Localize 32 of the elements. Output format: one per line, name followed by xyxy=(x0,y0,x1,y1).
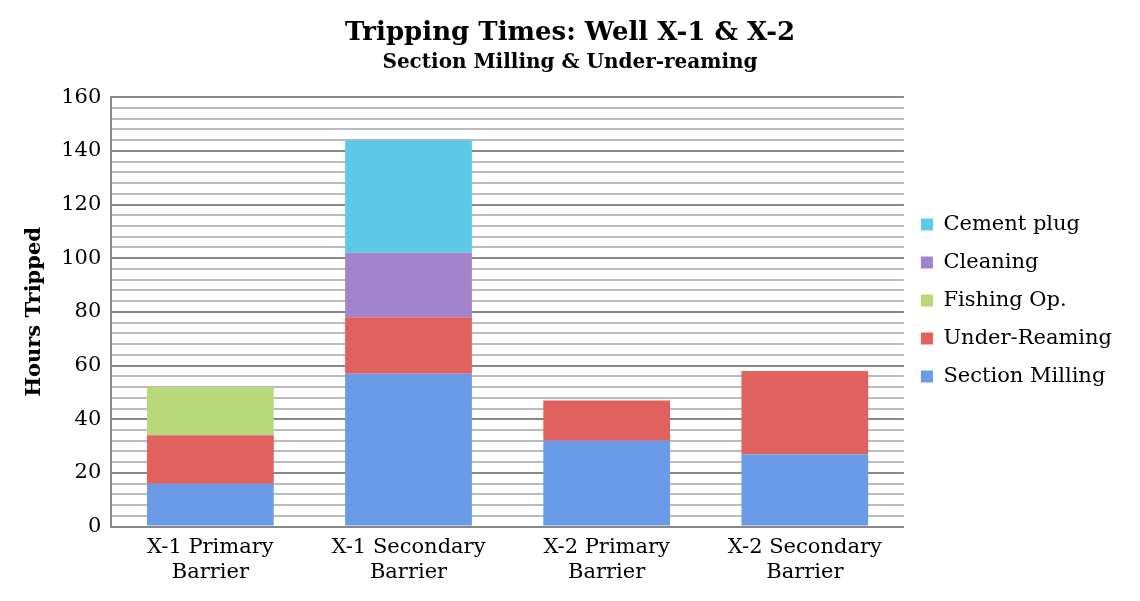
bar xyxy=(345,140,472,253)
y-tick-label: 60 xyxy=(74,352,102,377)
legend-label: Fishing Op. xyxy=(943,286,1067,311)
y-tick-label: 160 xyxy=(61,83,102,108)
bar xyxy=(345,252,472,318)
x-tick-label: X-1 Secondary Barrier xyxy=(331,533,486,583)
legend-label: Cleaning xyxy=(943,248,1039,273)
x-tick-label: X-1 Primary Barrier xyxy=(147,533,274,583)
bar xyxy=(345,373,472,526)
bar xyxy=(543,440,671,526)
y-tick-label: 140 xyxy=(61,137,102,162)
x-tick-label: X-2 Secondary Barrier xyxy=(727,533,882,583)
legend-label: Under-Reaming xyxy=(943,324,1113,349)
y-tick-label: 40 xyxy=(74,405,102,430)
bar xyxy=(345,317,472,374)
chart-title: Tripping Times: Well X-1 & X-2 xyxy=(344,16,796,47)
bar xyxy=(741,454,869,526)
y-tick-label: 0 xyxy=(87,513,102,538)
chart-subtitle: Section Milling & Under-reaming xyxy=(382,49,758,74)
bar xyxy=(146,435,274,484)
bar xyxy=(543,400,671,441)
y-tick-label: 20 xyxy=(74,459,102,484)
y-axis-title: Hours Tripped xyxy=(20,226,46,397)
bar xyxy=(146,387,274,436)
bar xyxy=(741,370,869,455)
y-tick-label: 120 xyxy=(61,191,102,215)
y-tick-label: 100 xyxy=(61,244,102,269)
legend-label: Cement plug xyxy=(943,210,1081,235)
x-tick-label: X-2 Primary Barrier xyxy=(543,533,671,583)
legend-label: Section Milling xyxy=(943,362,1106,387)
bar xyxy=(146,483,274,526)
y-tick-label: 80 xyxy=(74,298,102,323)
